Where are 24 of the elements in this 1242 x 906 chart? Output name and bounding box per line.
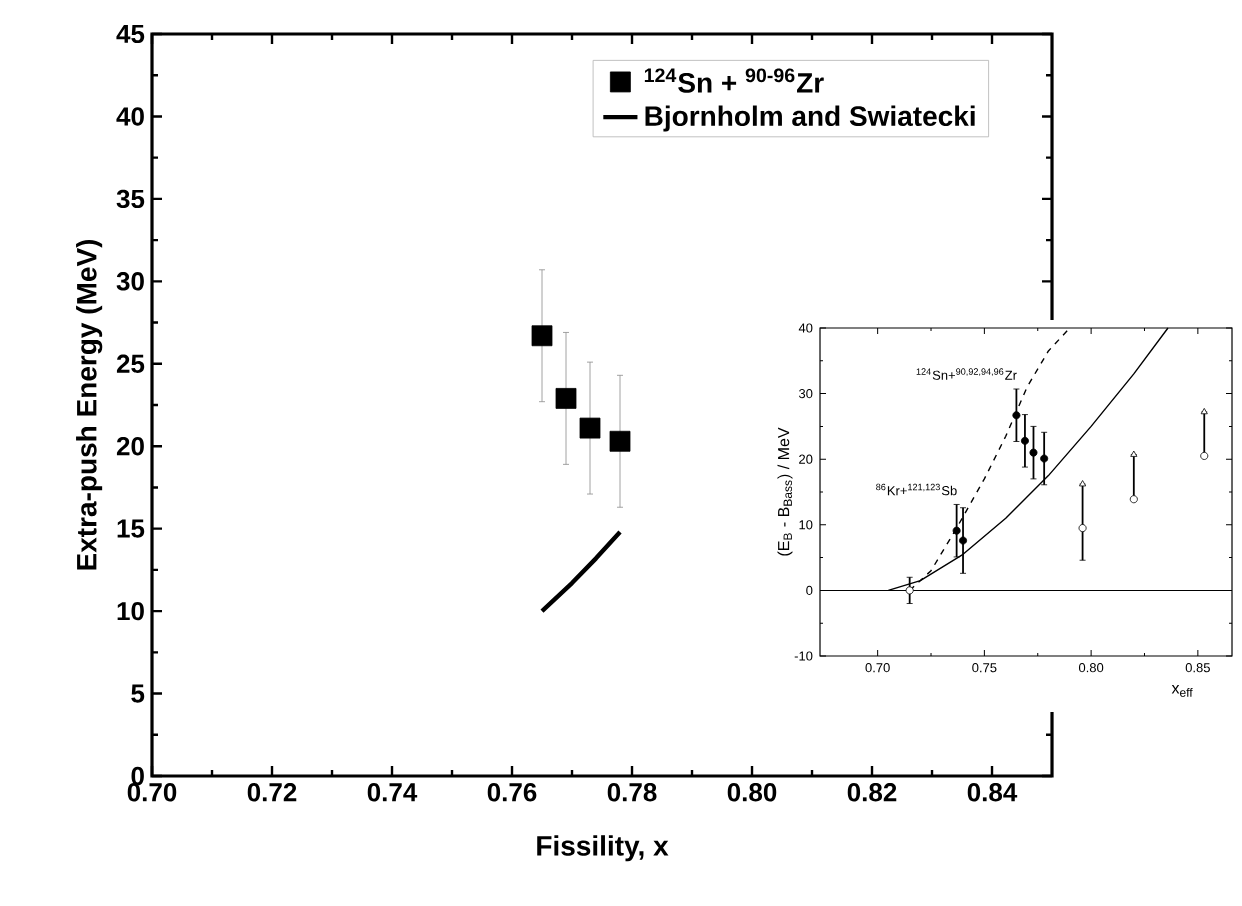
x-tick-label: 0.70: [127, 783, 177, 802]
legend-label: $^{124}$Sn + $^{90-96}$Zr: [644, 68, 824, 93]
y-tick-label: 40: [116, 107, 144, 126]
y-tick-label: 45: [116, 24, 145, 44]
x-tick-label: 0.76: [487, 783, 537, 802]
x-tick-label: 0.84: [967, 783, 1018, 802]
y-axis-title: (E$_{B}$ - B$_{Bass}$) / MeV: [777, 427, 793, 556]
y-tick-label: 25: [116, 354, 145, 373]
x-tick-label: 0.74: [367, 783, 418, 802]
legend-label: Bjornholm and Swiatecki: [645, 105, 975, 132]
y-tick-label: 15: [117, 519, 145, 538]
y-tick-label: 10: [117, 601, 144, 621]
x-tick-label: 0.78: [607, 783, 657, 802]
y-tick-label: 35: [116, 189, 145, 209]
x-axis-title: x$_{eff}$: [1171, 685, 1193, 697]
y-tick-label: 5: [131, 684, 145, 703]
y-tick-label: 30: [116, 272, 144, 291]
y-tick-label: 0: [131, 766, 144, 786]
y-tick-label: 20: [116, 437, 144, 456]
x-tick-label: 0.80: [727, 783, 777, 802]
x-tick-label: 0.82: [847, 783, 897, 802]
y-axis-title: Extra-push Energy (MeV): [76, 239, 103, 570]
x-tick-label: 0.72: [247, 783, 297, 802]
x-axis-title: Fissility, x: [537, 835, 669, 862]
